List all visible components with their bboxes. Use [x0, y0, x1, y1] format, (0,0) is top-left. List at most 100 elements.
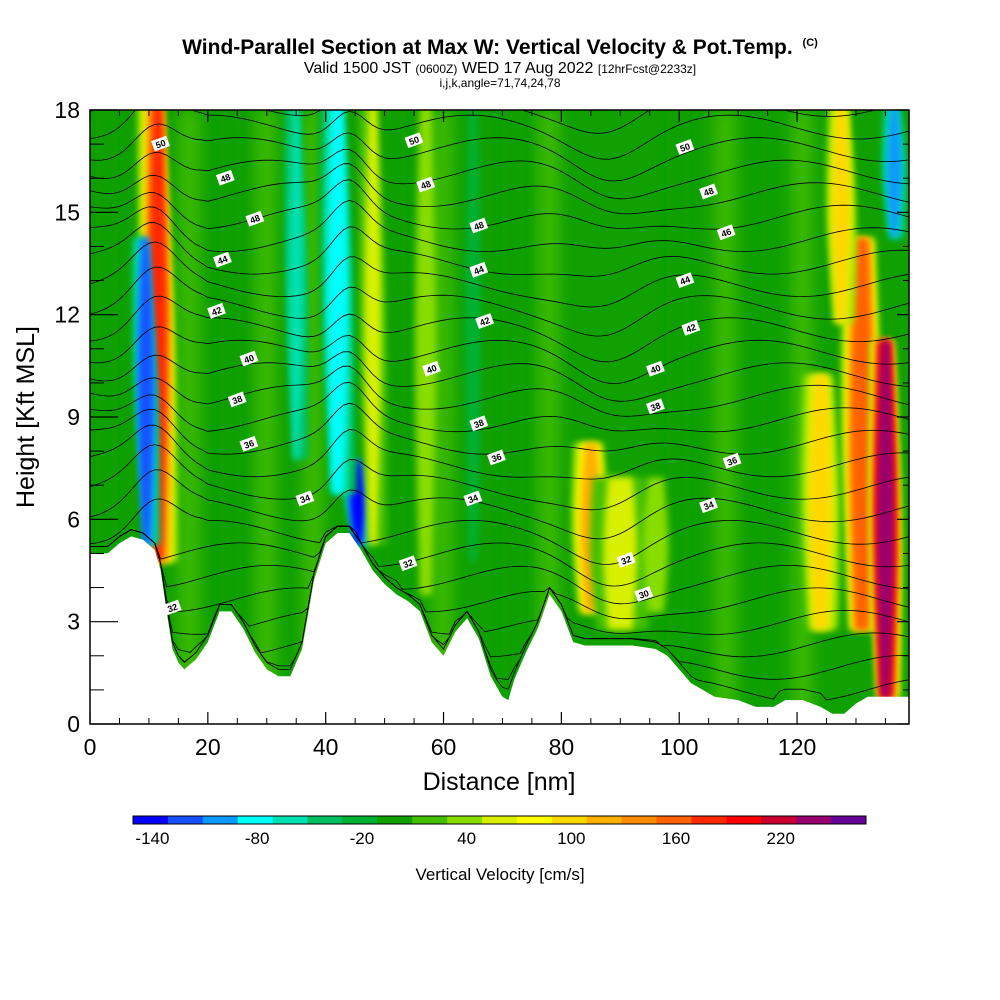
velocity-streak [603, 477, 638, 630]
colorbar-swatch [307, 816, 343, 824]
theta-contour-line [90, 365, 909, 417]
velocity-band [714, 110, 737, 724]
contour-label: 36 [487, 449, 506, 466]
contour-label: 48 [469, 217, 489, 234]
colorbar-swatch [796, 816, 832, 824]
contour-label-text: 42 [478, 315, 491, 328]
colorbar-swatch [342, 816, 378, 824]
colorbar-tick-label: 100 [557, 829, 585, 848]
theta-contour-line [90, 525, 909, 587]
contour-label-text: 38 [472, 417, 485, 430]
theta-contour-line [90, 149, 909, 200]
velocity-cell [642, 477, 669, 613]
contour-label-text: 38 [231, 393, 244, 406]
copyright-mark: (C) [802, 37, 818, 49]
velocity-cell [415, 110, 437, 596]
velocity-band [502, 110, 525, 724]
contour-label-text: 40 [649, 363, 662, 376]
contour-label: 44 [469, 261, 489, 278]
contour-label: 42 [207, 302, 226, 319]
velocity-band [384, 110, 407, 724]
contour-label-text: 44 [679, 274, 692, 287]
contour-label-text: 32 [620, 554, 633, 567]
contour-label: 30 [634, 586, 654, 602]
theta-contour-line [90, 498, 909, 565]
contour-label-text: 40 [425, 363, 438, 376]
velocity-streak [832, 110, 850, 323]
theta-contour-line [90, 295, 909, 363]
contour-label: 36 [239, 435, 259, 452]
theta-contour-line [90, 179, 909, 230]
velocity-cell [284, 110, 309, 460]
chart-title: Wind-Parallel Section at Max W: Vertical… [0, 36, 1000, 60]
colorbar-title: Vertical Velocity [cm/s] [415, 865, 584, 884]
chart-subtitle-indices: i,j,k,angle=71,74,24,78 [439, 76, 561, 90]
contour-label-text: 48 [472, 220, 485, 233]
contour-label: 38 [227, 391, 247, 408]
contour-label-text: 48 [219, 172, 232, 185]
colorbar-swatch [621, 816, 658, 824]
velocity-band [537, 110, 560, 724]
contour-label-text: 38 [649, 400, 662, 413]
colorbar-swatch [237, 816, 274, 824]
theta-contour-line [90, 266, 909, 337]
y-tick-label: 9 [67, 404, 80, 430]
contour-label: 50 [404, 132, 424, 149]
contour-label: 44 [213, 251, 232, 268]
contour-label-text: 40 [243, 353, 256, 366]
contour-label-text: 44 [216, 254, 229, 267]
theta-contour-line [90, 163, 909, 215]
velocity-cell [132, 238, 160, 545]
contour-label: 48 [416, 176, 436, 193]
contour-label-text: 30 [637, 588, 650, 601]
contour-label: 36 [722, 452, 742, 469]
theta-contour-line [90, 424, 909, 480]
colorbar-tick-label: 220 [767, 829, 795, 848]
velocity-cell [826, 110, 856, 323]
contour-label: 42 [681, 319, 701, 336]
theta-contour-line [90, 222, 909, 277]
contour-label: 40 [239, 350, 259, 367]
contour-label-text: 50 [154, 138, 167, 151]
velocity-band [761, 110, 784, 724]
contour-label-text: 34 [299, 492, 312, 505]
contour-labels: 50 48 48 44 42 40 38 36 34 32 50 48 48 44 42 40 38 36 34 32… [151, 132, 742, 616]
contour-label: 50 [675, 139, 695, 155]
colorbar-swatch [447, 816, 483, 824]
velocity-streak [288, 110, 304, 460]
theta-contour-line [90, 200, 909, 253]
terrain-mask [90, 533, 909, 724]
contour-label-text: 42 [210, 305, 223, 318]
colorbar-tick-label: -20 [350, 829, 375, 848]
contour-label: 44 [675, 272, 695, 289]
colorbar-swatch [377, 816, 413, 824]
colorbar-tick-label: -80 [245, 829, 270, 848]
terrain [90, 533, 909, 724]
theta-contour-line [90, 381, 909, 433]
y-tick-label: 18 [54, 97, 80, 123]
theta-contour-line [90, 241, 909, 308]
velocity-cell [882, 110, 907, 238]
contour-label-text: 48 [419, 179, 432, 192]
theta-contour-line [90, 444, 909, 511]
colorbar-frame [132, 815, 867, 825]
theta-contour-line [90, 326, 909, 385]
colorbar-tick-label: -140 [135, 829, 169, 848]
colorbar-swatch [656, 816, 692, 824]
x-tick-label: 0 [84, 734, 97, 760]
x-tick-label: 80 [549, 734, 575, 760]
contour-label-text: 46 [720, 226, 733, 239]
x-tick-label: 60 [431, 734, 457, 760]
theta-contour-line [90, 110, 909, 160]
contour-label-text: 34 [467, 492, 480, 505]
contour-label: 32 [616, 551, 636, 568]
contour-label-text: 50 [679, 141, 692, 154]
theta-contour-line [90, 525, 909, 635]
colorbar-swatch [761, 816, 797, 824]
colorbar-swatch [551, 816, 588, 824]
x-tick-label: 20 [195, 734, 221, 760]
contour-label: 46 [716, 224, 736, 241]
colorbar-swatch [691, 816, 727, 824]
velocity-streak [876, 340, 895, 698]
velocity-streak [642, 477, 669, 613]
